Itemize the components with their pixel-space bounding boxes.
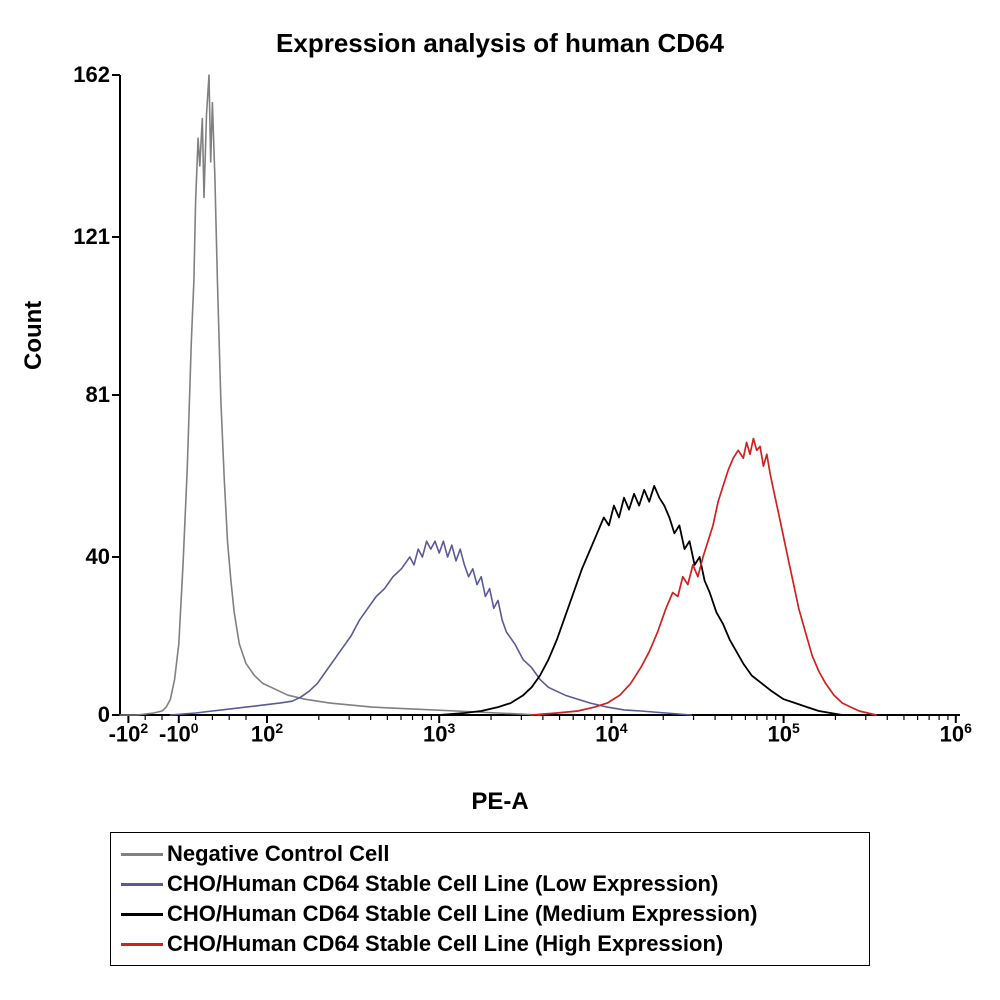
legend-row: CHO/Human CD64 Stable Cell Line (Medium …	[121, 899, 859, 929]
series-low	[170, 541, 691, 715]
series-med	[439, 486, 842, 715]
legend-swatch	[121, 913, 163, 916]
y-tick-label: 81	[86, 382, 110, 408]
legend-row: Negative Control Cell	[121, 839, 859, 869]
figure-container: Expression analysis of human CD64 Count …	[0, 0, 1000, 1000]
chart-title: Expression analysis of human CD64	[0, 28, 1000, 59]
legend-label: CHO/Human CD64 Stable Cell Line (Low Exp…	[167, 871, 718, 897]
x-axis-label: PE-A	[0, 788, 1000, 816]
plot-svg	[120, 75, 960, 715]
legend-label: CHO/Human CD64 Stable Cell Line (High Ex…	[167, 931, 723, 957]
legend-swatch	[121, 853, 163, 856]
legend-label: Negative Control Cell	[167, 841, 389, 867]
x-tick-label: -100	[159, 720, 199, 747]
y-tick-label: 121	[73, 224, 110, 250]
legend-swatch	[121, 883, 163, 886]
y-axis-label: Count	[20, 301, 48, 370]
plot-area	[120, 75, 960, 715]
legend-row: CHO/Human CD64 Stable Cell Line (Low Exp…	[121, 869, 859, 899]
legend-swatch	[121, 943, 163, 946]
legend-label: CHO/Human CD64 Stable Cell Line (Medium …	[167, 901, 757, 927]
x-tick-label: 106	[940, 720, 972, 747]
x-tick-label: 102	[251, 720, 283, 747]
legend-row: CHO/Human CD64 Stable Cell Line (High Ex…	[121, 929, 859, 959]
y-tick-label: 162	[73, 62, 110, 88]
x-tick-label: -102	[109, 720, 149, 747]
x-tick-label: 104	[595, 720, 627, 747]
legend: Negative Control Cell CHO/Human CD64 Stab…	[110, 832, 870, 966]
x-tick-label: 103	[423, 720, 455, 747]
y-tick-label: 40	[86, 544, 110, 570]
x-tick-label: 105	[767, 720, 799, 747]
series-neg	[120, 75, 540, 715]
